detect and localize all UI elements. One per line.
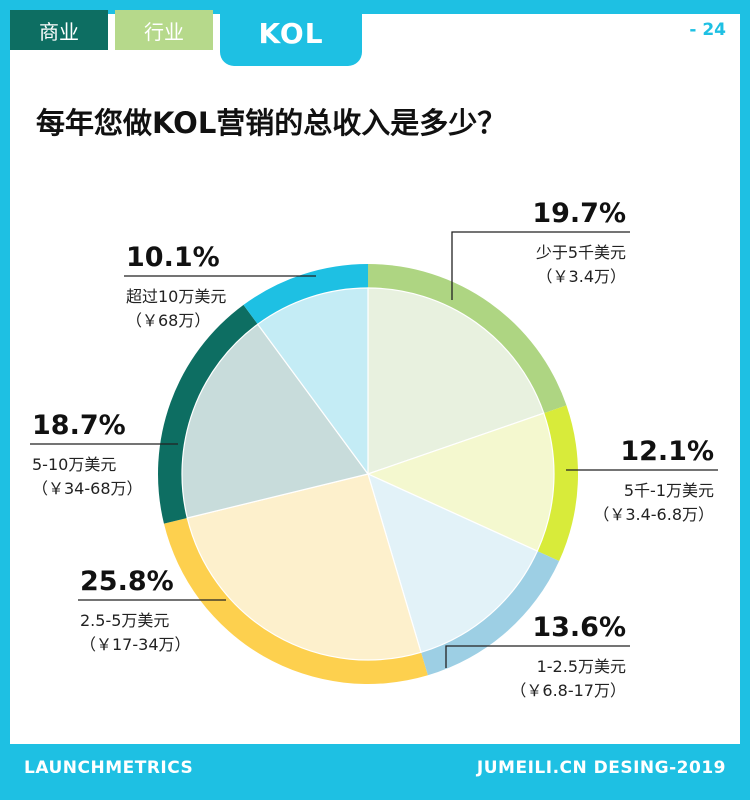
tab-business[interactable]: 商业 <box>10 10 108 50</box>
slice-rmb-label-6: （￥68万） <box>126 311 210 330</box>
footer-source-left: LAUNCHMETRICS <box>24 758 194 778</box>
slice-category-label-3: 1-2.5万美元 <box>537 657 626 676</box>
slice-percent-label-5: 18.7% <box>32 410 126 441</box>
slice-percent-label-4: 25.8% <box>80 566 174 597</box>
slice-category-label-4: 2.5-5万美元 <box>80 611 169 630</box>
callout-line-1 <box>451 231 630 300</box>
slice-category-label-2: 5千-1万美元 <box>624 481 714 500</box>
pie-slice-1 <box>367 287 545 475</box>
slice-rmb-label-4: （￥17-34万） <box>80 635 191 654</box>
slice-percent-label-3: 13.6% <box>532 612 626 643</box>
chart-title: 每年您做KOL营销的总收入是多少？ <box>36 106 507 140</box>
pie-slice-4 <box>186 473 422 661</box>
slice-percent-label-1: 19.7% <box>532 198 626 229</box>
slice-rmb-label-2: （￥3.4-6.8万） <box>593 505 714 524</box>
slice-rmb-label-1: （￥3.4万） <box>537 267 626 286</box>
footer-source-right: JUMEILI.CN DESING-2019 <box>476 758 726 778</box>
tab-industry[interactable]: 行业 <box>115 10 213 50</box>
pie-slice-5 <box>181 323 370 519</box>
page-number: - 24 <box>689 20 726 40</box>
slice-rmb-label-3: （￥6.8-17万） <box>510 681 626 700</box>
slice-category-label-1: 少于5千美元 <box>536 243 626 262</box>
pie-slice-6 <box>256 287 369 476</box>
slice-category-label-5: 5-10万美元 <box>32 455 116 474</box>
pie-slice-3 <box>367 472 539 654</box>
slice-percent-label-2: 12.1% <box>620 436 714 467</box>
slice-percent-label-6: 10.1% <box>126 242 220 273</box>
slice-category-label-6: 超过10万美元 <box>126 287 226 306</box>
tab-kol[interactable]: KOL <box>220 0 362 66</box>
slice-rmb-label-5: （￥34-68万） <box>32 479 143 498</box>
callout-line-3 <box>445 645 630 668</box>
pie-slice-2 <box>366 412 555 552</box>
